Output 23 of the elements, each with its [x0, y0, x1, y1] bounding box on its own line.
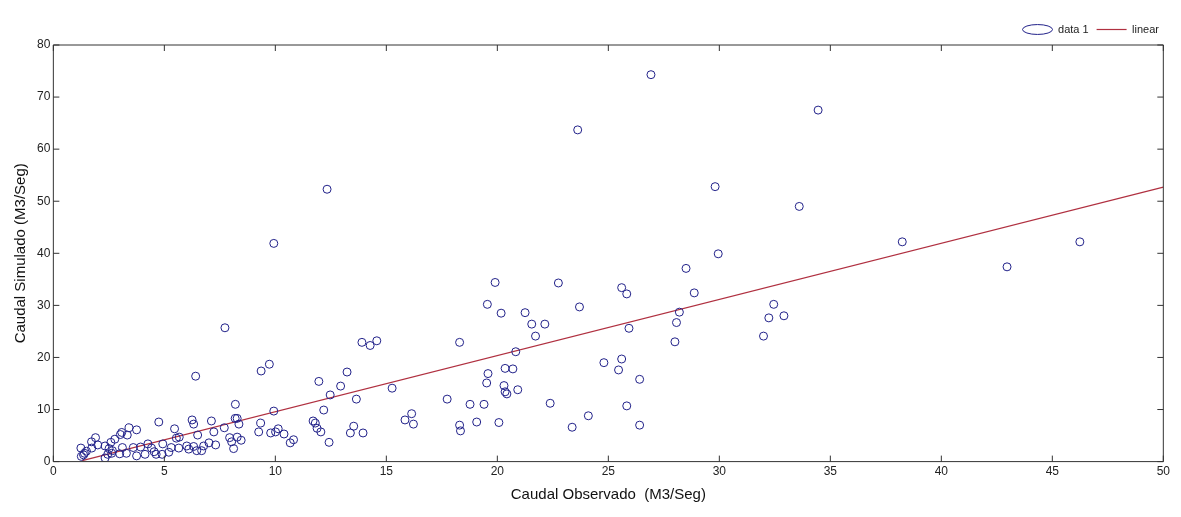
y-tick-label: 0	[43, 453, 51, 468]
legend-label: data 1	[1058, 22, 1089, 35]
y-tick-label: 30	[36, 297, 51, 312]
y-tick-label: 20	[36, 349, 51, 364]
x-axis-title: Caudal Observado (M3/Seg)	[510, 485, 706, 503]
y-tick-label: 10	[36, 401, 51, 416]
x-tick-label: 25	[601, 464, 616, 479]
y-tick-label: 60	[36, 141, 51, 156]
y-tick-label: 80	[36, 37, 51, 52]
x-tick-label: 35	[823, 464, 838, 479]
x-tick-label: 50	[1156, 464, 1171, 479]
x-tick-label: 30	[712, 464, 727, 479]
x-tick-label: 40	[934, 464, 949, 479]
y-tick-label: 40	[36, 245, 51, 260]
x-tick-label: 45	[1045, 464, 1060, 479]
x-tick-label: 15	[379, 464, 394, 479]
x-tick-label: 5	[161, 464, 168, 479]
y-tick-label: 70	[36, 89, 51, 104]
legend-label: linear	[1132, 22, 1160, 35]
y-axis-title: Caudal Simulado (M3/Seg)	[11, 163, 29, 344]
x-tick-label: 20	[490, 464, 505, 479]
y-tick-label: 50	[36, 193, 51, 208]
x-tick-label: 10	[268, 464, 283, 479]
